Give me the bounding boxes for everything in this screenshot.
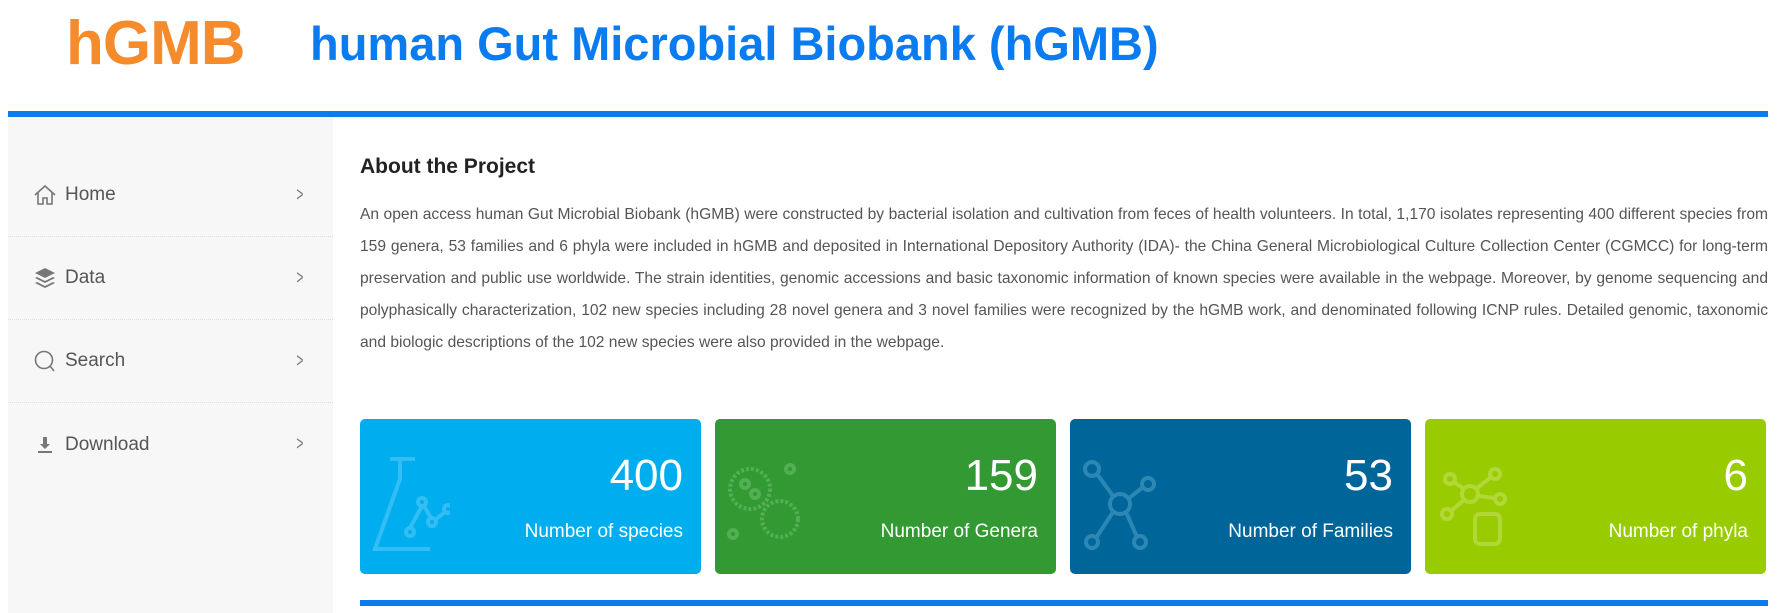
- chevron-right-icon: >: [296, 183, 304, 206]
- molecule-icon: [1083, 460, 1156, 550]
- sidebar-item-data[interactable]: Data >: [8, 237, 333, 320]
- page-title: About the Project: [360, 155, 536, 178]
- sidebar-item-label: Data: [65, 267, 106, 288]
- sidebar-item-label: Download: [65, 433, 150, 455]
- stat-card-phyla[interactable]: 6 Number of phyla: [1425, 419, 1766, 574]
- header-divider: [8, 111, 1768, 117]
- stat-label: Number of phyla: [1608, 521, 1748, 542]
- chevron-right-icon: >: [296, 349, 304, 372]
- section-divider: [360, 600, 1768, 606]
- flask-chart-icon: [372, 457, 450, 551]
- site-logo[interactable]: hGMB: [66, 9, 246, 78]
- stat-value: 400: [609, 451, 683, 500]
- sidebar-item-label: Home: [65, 184, 116, 205]
- stat-value: 6: [1723, 451, 1748, 500]
- site-title: human Gut Microbial Biobank (hGMB): [310, 17, 1159, 70]
- layers-icon: [32, 265, 58, 291]
- stat-value: 159: [964, 451, 1038, 500]
- microbes-icon: [727, 463, 800, 540]
- chevron-right-icon: >: [296, 433, 304, 455]
- search-icon: [32, 348, 58, 374]
- stat-label: Number of Genera: [880, 521, 1038, 542]
- sidebar-item-search[interactable]: Search >: [8, 320, 333, 403]
- project-description: An open access human Gut Microbial Bioba…: [360, 206, 1768, 351]
- sidebar-item-home[interactable]: Home >: [8, 154, 333, 237]
- stat-card-species[interactable]: 400 Number of species: [360, 419, 701, 574]
- stat-label: Number of species: [524, 521, 683, 542]
- network-database-icon: [1440, 467, 1507, 546]
- download-icon: [32, 432, 58, 458]
- home-icon: [32, 182, 58, 208]
- stat-card-genera[interactable]: 159 Number of Genera: [715, 419, 1056, 574]
- sidebar-item-label: Search: [65, 350, 126, 371]
- sidebar: Home > Data > Search > Download >: [8, 117, 333, 613]
- stat-card-families[interactable]: 53 Number of Families: [1070, 419, 1411, 574]
- chevron-right-icon: >: [296, 266, 304, 289]
- stat-label: Number of Families: [1228, 521, 1393, 542]
- stat-value: 53: [1344, 451, 1393, 500]
- sidebar-item-download[interactable]: Download >: [8, 403, 333, 486]
